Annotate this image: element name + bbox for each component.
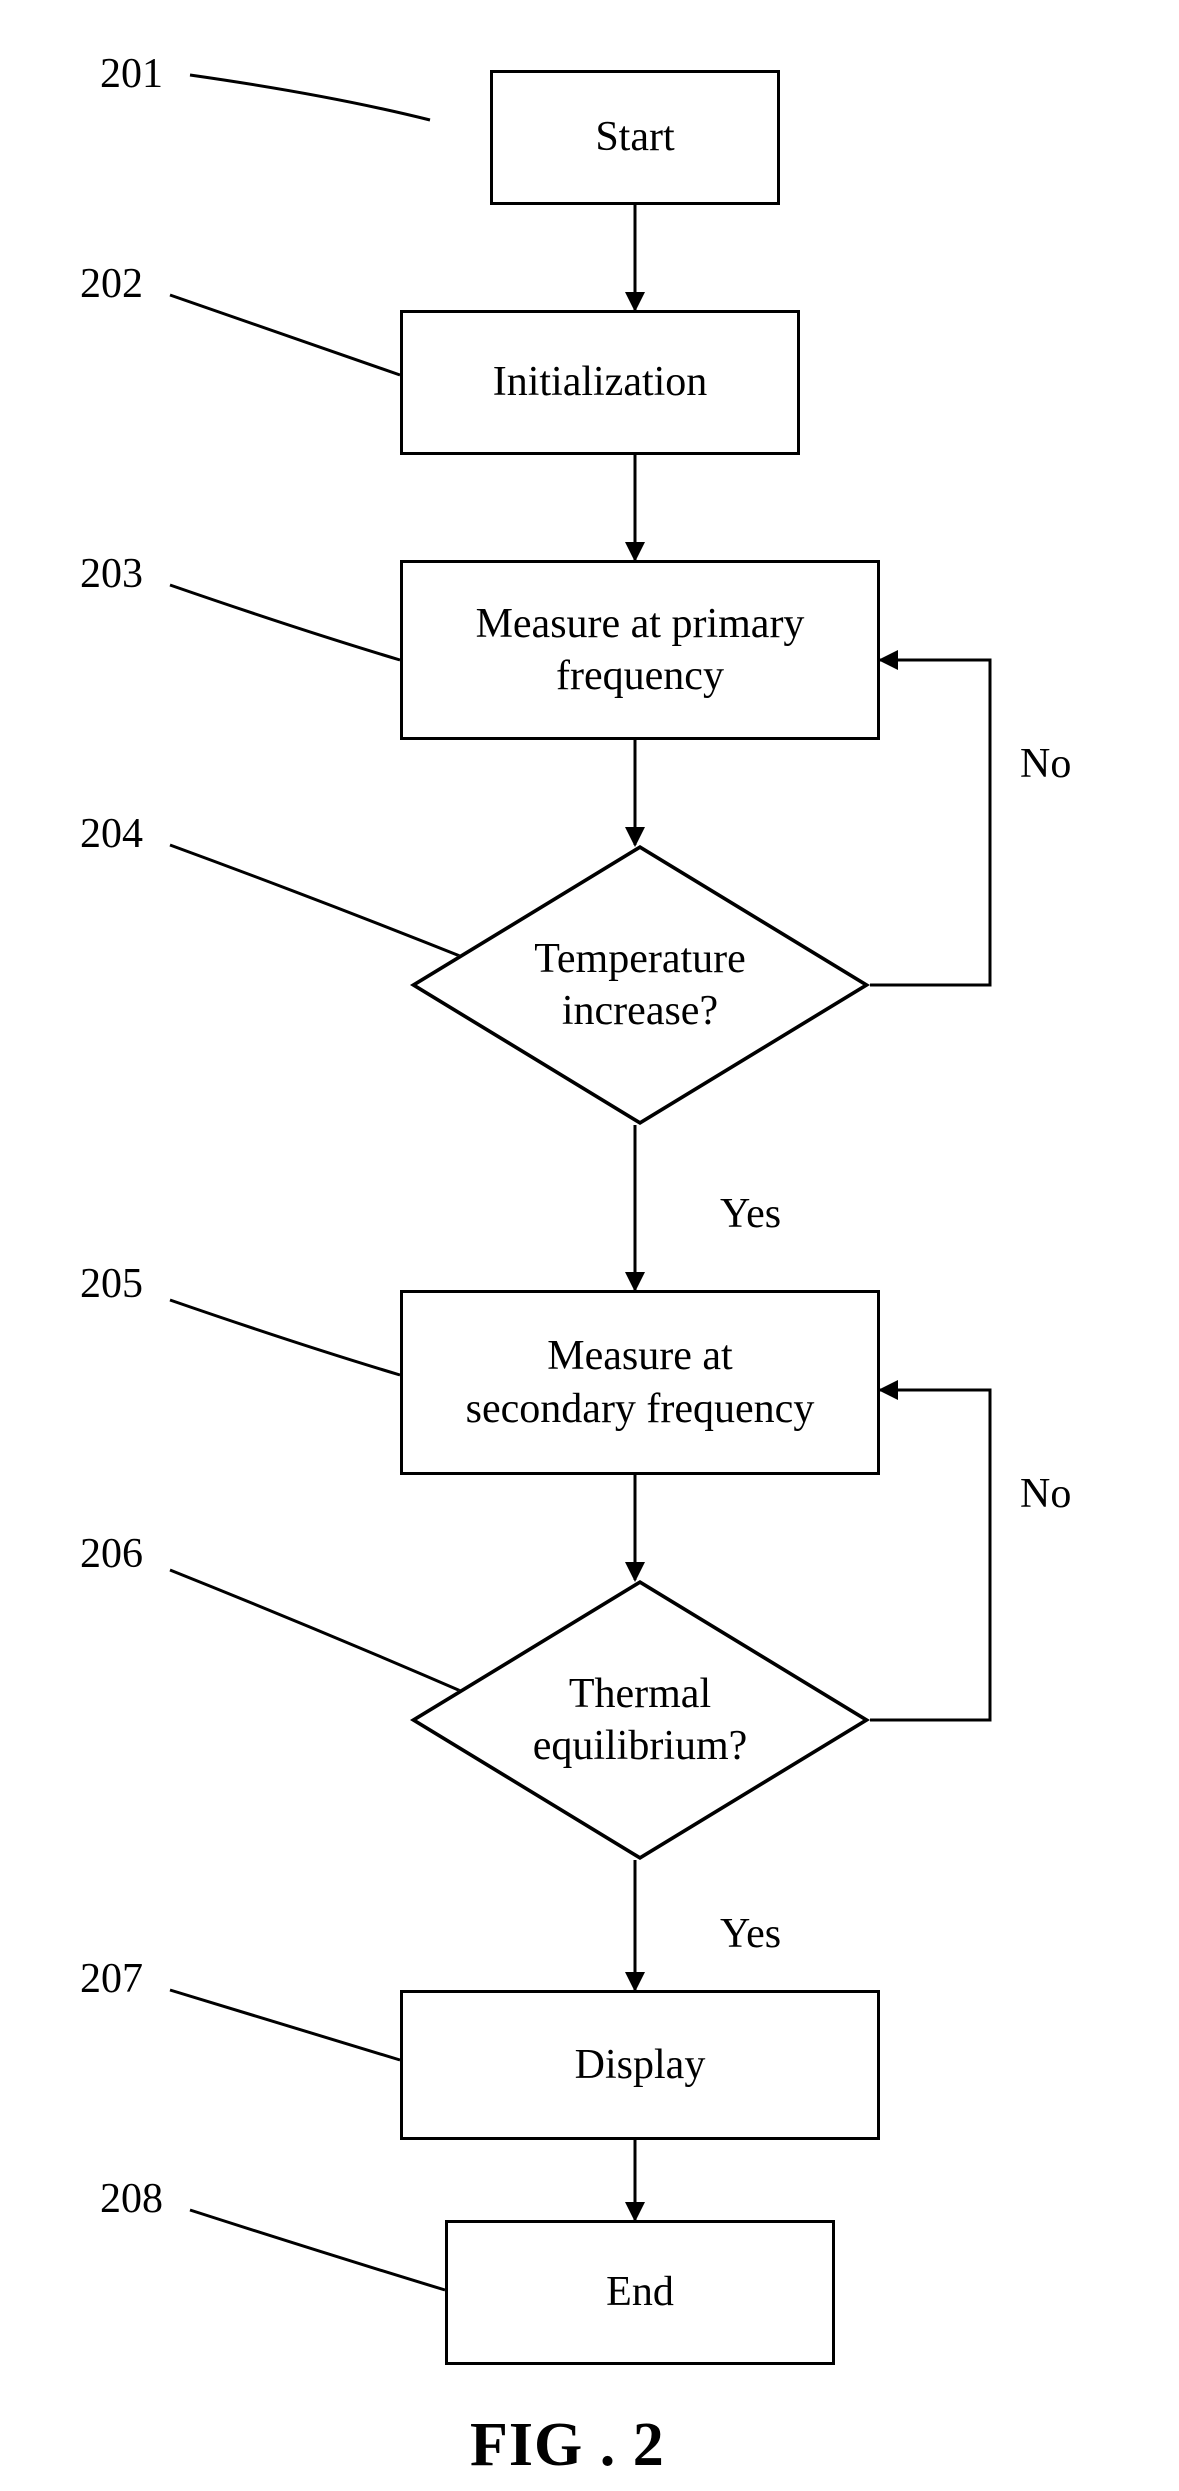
node-end: End bbox=[445, 2220, 835, 2365]
ref-label-208: 208 bbox=[100, 2175, 163, 2223]
diamond-label: Thermal equilibrium? bbox=[410, 1580, 870, 1860]
ref-label-202: 202 bbox=[80, 260, 143, 308]
edge-e8 bbox=[870, 1390, 990, 1720]
ref-label-207: 207 bbox=[80, 1955, 143, 2003]
ref-label-201: 201 bbox=[100, 50, 163, 98]
ref-pointer-init bbox=[170, 295, 400, 375]
ref-label-204: 204 bbox=[80, 810, 143, 858]
node-measPri: Measure at primary frequency bbox=[400, 560, 880, 740]
edge-label-e8: No bbox=[1020, 1470, 1071, 1518]
ref-label-206: 206 bbox=[80, 1530, 143, 1578]
ref-label-205: 205 bbox=[80, 1260, 143, 1308]
node-thermEq: Thermal equilibrium? bbox=[410, 1580, 870, 1860]
node-measSec: Measure at secondary frequency bbox=[400, 1290, 880, 1475]
node-start: Start bbox=[490, 70, 780, 205]
ref-pointer-measSec bbox=[170, 1300, 400, 1375]
ref-pointer-measPri bbox=[170, 585, 400, 660]
ref-pointer-end bbox=[190, 2210, 445, 2290]
ref-label-203: 203 bbox=[80, 550, 143, 598]
figure-caption: FIG . 2 bbox=[470, 2410, 665, 2481]
ref-pointer-display bbox=[170, 1990, 400, 2060]
edge-label-e7: Yes bbox=[720, 1910, 781, 1958]
edge-label-e4: Yes bbox=[720, 1190, 781, 1238]
edge-e5 bbox=[870, 660, 990, 985]
ref-pointer-start bbox=[190, 75, 430, 120]
node-tempInc: Temperature increase? bbox=[410, 845, 870, 1125]
flowchart-canvas: FIG . 2 Start 201 Initialization 202 Measure… bbox=[0, 0, 1179, 2491]
node-display: Display bbox=[400, 1990, 880, 2140]
diamond-label: Temperature increase? bbox=[410, 845, 870, 1125]
edge-label-e5: No bbox=[1020, 740, 1071, 788]
node-init: Initialization bbox=[400, 310, 800, 455]
